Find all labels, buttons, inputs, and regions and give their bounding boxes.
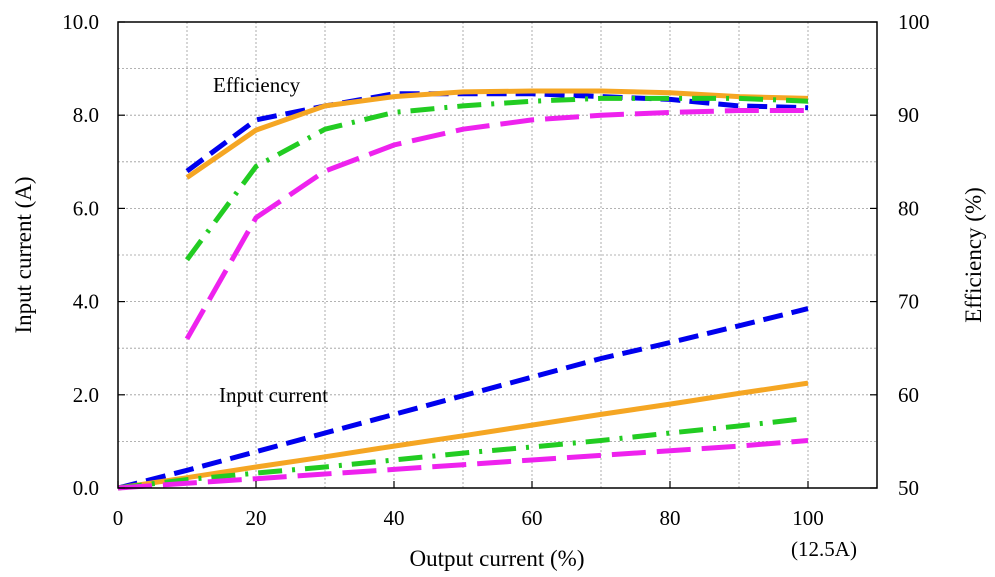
x-tick-label: 60 <box>522 506 543 530</box>
right-y-tick-label: 100 <box>898 10 930 34</box>
right-y-tick-label: 70 <box>898 290 919 314</box>
input-series-line-5 <box>117 380 809 491</box>
efficiency-annotation: Efficiency <box>213 73 301 97</box>
x-tick-label: 100 <box>792 506 824 530</box>
input-current-annotation: Input current <box>219 383 328 407</box>
right-y-axis-title: Efficiency (%) <box>961 187 986 323</box>
efficiency-series-line-2 <box>184 95 809 262</box>
input-series-line-4 <box>117 306 809 491</box>
left-y-tick-label: 8.0 <box>73 103 99 127</box>
right-y-tick-label: 60 <box>898 383 919 407</box>
series-layer <box>117 88 809 491</box>
efficiency-series-line-1 <box>185 88 809 180</box>
left-y-tick-label: 10.0 <box>62 10 99 34</box>
efficiency-series-line-3 <box>184 108 808 341</box>
tick-marks <box>117 21 877 489</box>
right-y-tick-label: 80 <box>898 196 919 220</box>
left-y-tick-label: 2.0 <box>73 383 99 407</box>
x-tick-label: 40 <box>384 506 405 530</box>
x-axis-title: Output current (%) <box>410 546 585 571</box>
grid <box>118 22 877 488</box>
left-y-tick-label: 4.0 <box>73 290 99 314</box>
right-y-tick-label: 50 <box>898 476 919 500</box>
x-axis-note: (12.5A) <box>791 537 857 561</box>
plot-frame <box>117 21 878 489</box>
left-y-tick-label: 6.0 <box>73 196 99 220</box>
x-tick-label: 80 <box>660 506 681 530</box>
left-y-tick-label: 0.0 <box>73 476 99 500</box>
x-tick-label: 0 <box>113 506 124 530</box>
tick-labels: 0 20 40 60 80 100 0.0 2.0 4.0 6.0 8.0 10.0 50 60 70 80 9… <box>62 10 929 530</box>
efficiency-series-line-0 <box>185 91 809 174</box>
x-tick-label: 20 <box>246 506 267 530</box>
left-y-axis-title: Input current (A) <box>11 176 36 333</box>
input-series-line-7 <box>117 438 809 491</box>
input-series-line-6 <box>117 416 802 491</box>
right-y-tick-label: 90 <box>898 103 919 127</box>
